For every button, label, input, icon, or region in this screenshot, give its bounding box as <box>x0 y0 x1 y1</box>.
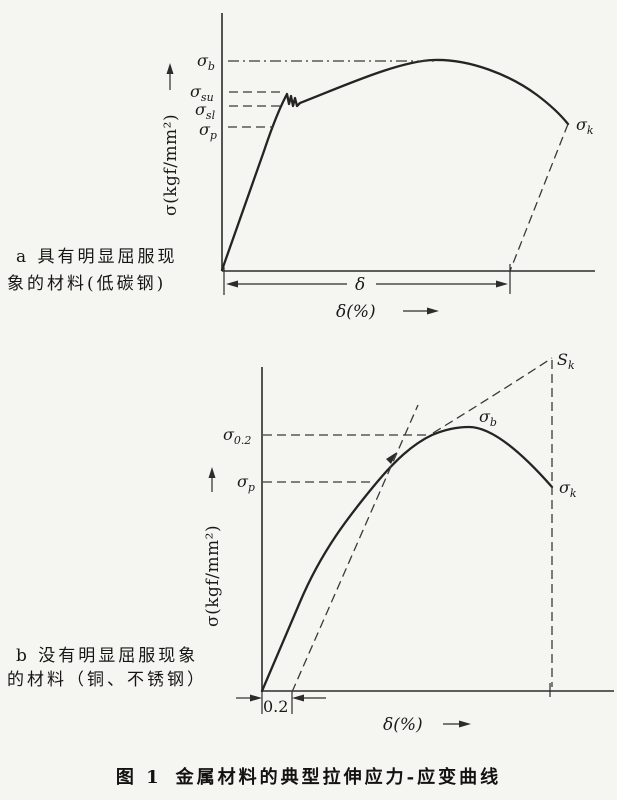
chart-b-true-stress-line <box>432 357 553 434</box>
chart-a-label-sigma-k: σk <box>576 115 594 137</box>
chart-b-offset-line <box>291 404 419 693</box>
chart-b-label-sigma-k: σk <box>559 478 577 500</box>
chart-b-left-arrow-icon <box>292 694 304 702</box>
chart-a-fracture-drop-line <box>509 123 569 272</box>
chart-b-right-arrow-icon <box>250 694 262 702</box>
chart-b-label-sigma-p: σp <box>237 472 255 494</box>
chart-b-label-S-k: Sk <box>557 350 575 372</box>
panel-b-description-line2: 的材料（铜、不锈钢） <box>7 670 207 690</box>
chart-a-y-axis-title: σ(kgf/mm²) <box>161 114 181 216</box>
chart-b-x-axis-title: δ(%) <box>383 715 423 735</box>
chart-a-label-sigma-b: σb <box>197 51 215 73</box>
chart-a-label-sigma-sl: σsl <box>195 100 216 122</box>
chart-a-right-arrow-icon <box>427 307 439 315</box>
chart-a-label-sigma-su: σsu <box>190 82 214 104</box>
chart-b-stress-strain-curve <box>260 425 554 693</box>
chart-b-y-axis-title: σ(kgf/mm²) <box>203 525 223 627</box>
chart-a-x-axis-title: δ(%) <box>336 302 376 322</box>
chart-a-right-arrow-icon <box>496 280 508 288</box>
chart-a-stress-strain: σb σsu σsl σp σk σ(kgf/mm²) δ δ(%) <box>161 13 595 322</box>
chart-a-left-arrow-icon <box>226 280 238 288</box>
chart-b-offset-value: 0.2 <box>263 697 288 716</box>
chart-b-up-arrow-icon <box>208 467 216 478</box>
panel-a-description-line1: a 具有明显屈服现 <box>16 247 178 267</box>
figure-caption-text: 金属材料的典型拉伸应力-应变曲线 <box>175 767 502 788</box>
figure-caption-number: 图 1 <box>115 767 162 788</box>
chart-a-stress-strain-curve <box>220 58 570 272</box>
chart-b-right-arrow-icon <box>459 720 471 728</box>
panel-a-description-line2: 象的材料(低碳钢) <box>7 274 167 294</box>
chart-b-label-sigma-b: σb <box>479 407 497 429</box>
chart-b-curve-arrow-icon <box>386 452 397 464</box>
chart-a-dim-label: δ <box>355 275 365 295</box>
figure-caption: 图 1 金属材料的典型拉伸应力-应变曲线 <box>0 763 617 789</box>
chart-a-label-sigma-p: σp <box>199 120 217 142</box>
chart-a-up-arrow-icon <box>166 63 174 74</box>
chart-b-label-sigma-02: σ0.2 <box>223 425 251 447</box>
panel-b-description-line1: b 没有明显屈服现象 <box>16 646 199 666</box>
chart-b-stress-strain: σ0.2 σp σb σk Sk σ(kgf/mm²) 0.2 δ(%) <box>203 350 614 735</box>
